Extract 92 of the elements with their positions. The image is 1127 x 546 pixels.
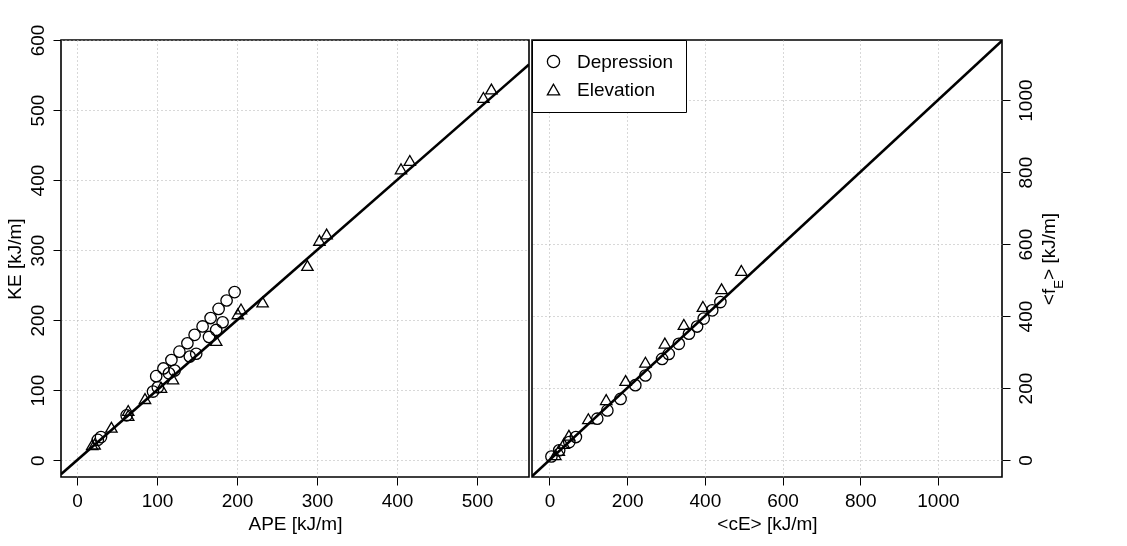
point — [714, 295, 727, 309]
x-tick-label: 200 — [221, 489, 254, 511]
point — [705, 304, 719, 317]
x-tick-label: 1000 — [917, 489, 960, 511]
y-tick-label: 400 — [26, 164, 48, 197]
point — [162, 367, 176, 380]
y2-tick-label: 1000 — [1014, 79, 1036, 122]
point — [562, 435, 576, 449]
point — [231, 308, 245, 320]
point — [548, 449, 562, 461]
point — [601, 404, 614, 417]
y2-tick-label: 800 — [1014, 156, 1036, 189]
x-tick-label: 400 — [689, 489, 722, 511]
point — [639, 369, 652, 382]
point — [696, 300, 710, 312]
point — [196, 320, 209, 333]
point — [301, 259, 314, 272]
point — [735, 264, 748, 276]
point — [715, 283, 728, 295]
point — [545, 450, 558, 463]
y-tick-label: 100 — [26, 374, 48, 407]
point — [672, 337, 686, 351]
point — [477, 91, 490, 104]
x-tick-label: 0 — [544, 489, 556, 511]
point — [485, 83, 498, 95]
point — [569, 430, 583, 444]
x-tick-label: 500 — [461, 489, 494, 511]
point — [614, 392, 627, 406]
y-tick-label: 0 — [26, 455, 48, 466]
y-axis-title: KE [kJ/m] — [3, 218, 25, 300]
point — [394, 163, 408, 175]
point — [599, 394, 613, 406]
y2-tick-label: 0 — [1014, 455, 1036, 466]
point — [168, 364, 181, 377]
x-tick-label: 800 — [844, 489, 877, 511]
point — [146, 385, 160, 398]
point — [157, 362, 170, 375]
point — [682, 327, 696, 341]
point — [138, 392, 152, 405]
point — [212, 302, 225, 316]
point — [557, 437, 571, 450]
point — [204, 311, 217, 325]
point — [581, 413, 595, 425]
y-tick-label: 200 — [26, 304, 48, 337]
point — [590, 412, 604, 426]
point — [173, 345, 186, 358]
point — [220, 294, 233, 307]
x-tick-label: 200 — [611, 489, 644, 511]
point — [121, 404, 135, 417]
point — [639, 356, 652, 368]
y2-tick-label: 200 — [1014, 372, 1036, 405]
point — [562, 429, 576, 441]
point — [183, 350, 197, 363]
x-tick-label: 400 — [381, 489, 414, 511]
point — [313, 234, 326, 246]
point — [228, 285, 241, 299]
point — [234, 303, 248, 315]
point — [105, 421, 118, 433]
point — [188, 328, 201, 342]
point — [209, 323, 223, 337]
y-tick-label: 600 — [26, 24, 48, 57]
point — [189, 347, 203, 361]
point — [165, 353, 178, 367]
point — [149, 369, 163, 383]
legend-label: Elevation — [577, 78, 656, 100]
x-tick-label: 600 — [767, 489, 799, 511]
point — [690, 320, 704, 333]
point — [677, 318, 691, 330]
y2-tick-label: 400 — [1014, 300, 1036, 333]
x-tick-label: 0 — [72, 489, 83, 511]
x-axis-title: <cE> [kJ/m] — [717, 512, 818, 534]
point — [697, 312, 711, 325]
point — [658, 337, 672, 349]
x-tick-label: 100 — [141, 489, 174, 511]
point — [166, 373, 180, 385]
point — [202, 330, 216, 344]
point — [216, 315, 229, 329]
legend-label: Depression — [577, 50, 674, 72]
point — [662, 347, 676, 361]
point — [209, 334, 223, 347]
point — [628, 378, 642, 392]
point — [403, 154, 417, 167]
y2-tick-label: 600 — [1014, 228, 1036, 261]
point — [619, 374, 632, 387]
point — [181, 336, 194, 350]
point — [320, 228, 333, 240]
point — [256, 296, 269, 308]
x-axis-title: APE [kJ/m] — [248, 512, 343, 534]
x-tick-label: 300 — [301, 489, 334, 511]
y-tick-label: 500 — [26, 94, 48, 127]
point — [655, 352, 669, 366]
y-tick-label: 300 — [26, 234, 48, 267]
